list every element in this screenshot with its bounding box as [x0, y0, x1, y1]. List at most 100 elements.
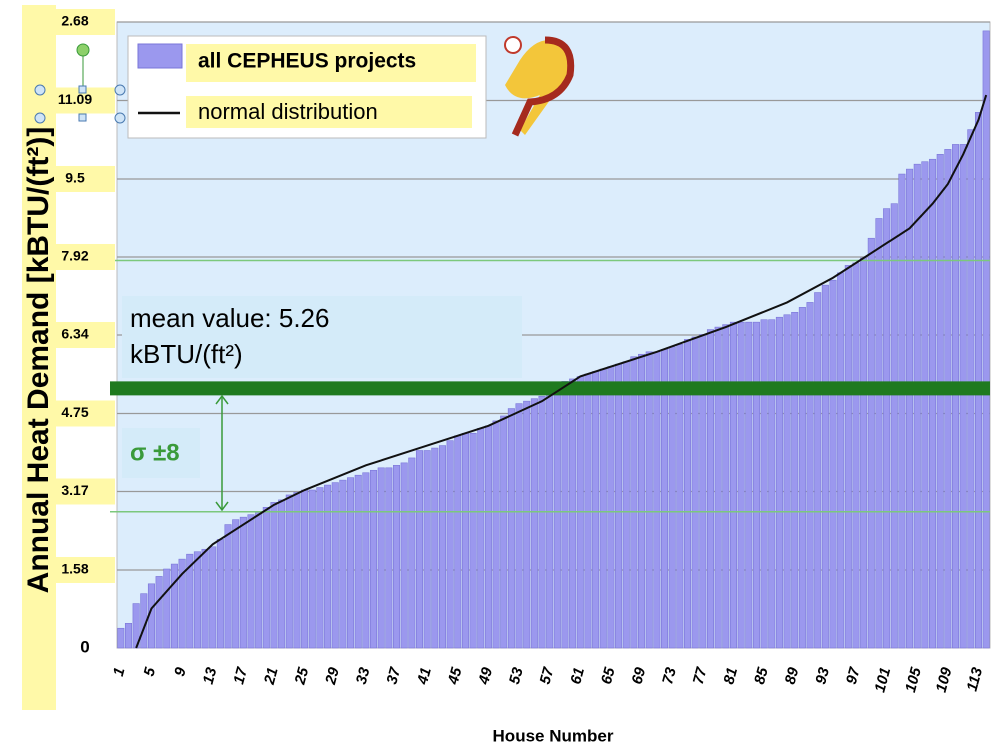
x-tick-label: 21 — [261, 666, 282, 687]
x-tick-label: 61 — [567, 666, 588, 687]
bar — [446, 440, 454, 649]
distribution-curve — [135, 94, 988, 649]
y-tick-label: 1.58 — [61, 561, 88, 577]
bar — [783, 314, 791, 649]
bar — [645, 351, 653, 649]
sigma-arrow — [215, 394, 229, 512]
bar — [370, 469, 378, 649]
bar — [209, 546, 217, 649]
bar — [714, 326, 722, 649]
bar — [415, 450, 424, 649]
y-tick-label: 3.17 — [61, 482, 88, 498]
legend-highlight — [186, 96, 472, 128]
bar — [982, 30, 990, 649]
y-tick-label: 7.92 — [61, 248, 88, 264]
bar — [515, 403, 523, 649]
bar — [806, 302, 814, 649]
x-tick-label: 13 — [200, 665, 221, 686]
legend-label: all CEPHEUS projects — [198, 50, 416, 73]
bar — [408, 457, 416, 649]
bar — [706, 329, 715, 649]
x-tick-label: 45 — [444, 665, 465, 687]
bar — [906, 168, 914, 649]
bar — [775, 316, 783, 649]
legend-label: normal distribution — [198, 99, 378, 124]
bar — [852, 262, 860, 649]
bar — [898, 173, 906, 649]
bar — [791, 311, 799, 649]
tick-label-bg — [55, 9, 115, 35]
tick-label-bg — [55, 165, 115, 192]
bar — [883, 208, 891, 649]
bar — [599, 368, 607, 649]
y-tick-label: 0 — [80, 637, 89, 656]
bar — [117, 627, 125, 649]
x-tick-label: 73 — [659, 665, 680, 686]
bar — [507, 408, 515, 649]
bar — [952, 144, 960, 649]
bar — [354, 474, 362, 649]
x-tick-label: 89 — [782, 665, 803, 686]
bar — [155, 576, 163, 649]
bar — [729, 321, 737, 649]
bar — [492, 420, 500, 649]
bar — [423, 450, 431, 649]
bar — [461, 432, 469, 649]
bar — [347, 477, 355, 649]
bar — [798, 307, 806, 649]
y-tick-label: 11.09 — [58, 91, 92, 107]
legend-swatch — [137, 43, 183, 69]
bar — [500, 415, 508, 649]
annotation: mean value: 5.26 — [130, 303, 329, 333]
bar — [270, 502, 278, 649]
bar — [875, 218, 883, 649]
annotation: kBTU/(ft²) — [130, 339, 243, 369]
bar — [653, 351, 661, 649]
bar — [929, 158, 937, 649]
annotation: σ ±8 — [130, 439, 180, 466]
bar — [752, 321, 760, 649]
bar — [760, 319, 768, 649]
bar — [124, 623, 133, 649]
tick-label-bg — [55, 478, 115, 505]
bar — [454, 435, 462, 649]
bar — [377, 467, 385, 649]
x-tick-label: 97 — [843, 665, 864, 686]
bar — [814, 292, 822, 649]
x-tick-label: 53 — [506, 665, 527, 686]
bar — [561, 381, 569, 649]
x-tick-label: 41 — [414, 666, 435, 687]
bar — [569, 378, 577, 649]
bar — [837, 272, 845, 649]
y-tick-label: 2.68 — [61, 13, 88, 29]
bar — [974, 112, 983, 649]
bar — [362, 472, 370, 649]
bar — [255, 511, 263, 649]
bar — [936, 154, 944, 649]
bar — [285, 494, 293, 649]
x-tick-label: 77 — [690, 665, 711, 686]
bar — [247, 514, 255, 649]
bar — [324, 484, 332, 649]
bar — [860, 257, 868, 649]
x-tick-label: 113 — [964, 665, 987, 693]
x-tick-label: 37 — [383, 665, 404, 686]
x-tick-label: 5 — [141, 665, 160, 678]
x-tick-label: 65 — [598, 665, 619, 686]
bar — [201, 548, 209, 649]
bar — [293, 492, 301, 649]
bar — [913, 163, 921, 649]
bar — [638, 353, 646, 649]
x-tick-label: 105 — [902, 665, 925, 694]
bar — [829, 279, 837, 649]
bar — [163, 568, 171, 649]
bar — [607, 366, 615, 649]
tick-label-bg — [55, 400, 115, 427]
bar — [722, 324, 730, 649]
y-axis-label: Annual Heat Demand [kBTU/(ft²)] — [22, 127, 55, 594]
x-tick-label: 49 — [475, 665, 496, 687]
x-tick-label: 109 — [933, 665, 956, 694]
bar — [768, 319, 776, 649]
bar — [484, 425, 492, 649]
bar — [278, 499, 286, 649]
